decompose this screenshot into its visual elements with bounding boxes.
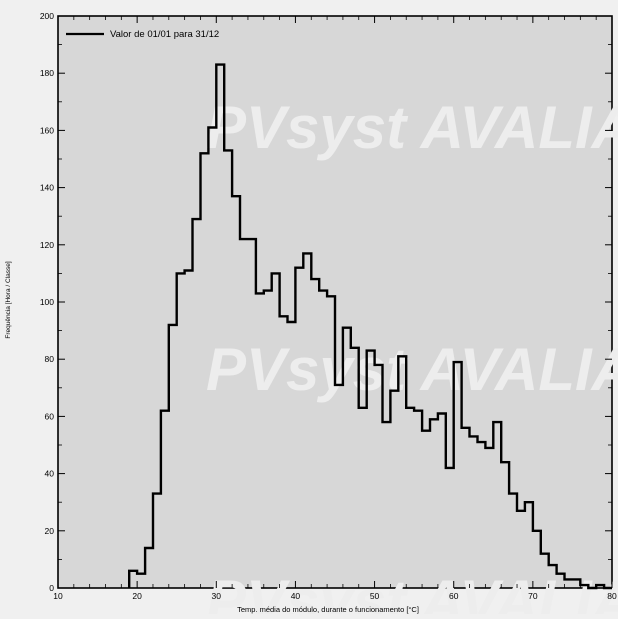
- x-tick-label: 70: [528, 591, 538, 601]
- y-tick-label: 40: [45, 469, 55, 479]
- y-tick-label: 180: [40, 68, 54, 78]
- watermark-text: PVsyst AVALIAÇÃO: [206, 94, 618, 161]
- watermark: PVsyst AVALIAÇÃO PVsyst AVALIAÇÃO PVsyst A…: [206, 94, 618, 619]
- legend-label: Valor de 01/01 para 31/12: [110, 29, 219, 40]
- x-tick-label: 50: [370, 591, 380, 601]
- y-axis-title: Frequência [Hora / Classe]: [5, 261, 12, 339]
- watermark-text: PVsyst AVALIAÇÃO: [206, 336, 618, 403]
- x-tick-label: 30: [212, 591, 222, 601]
- axis-ticks: [57, 15, 613, 589]
- y-tick-label: 120: [40, 240, 54, 250]
- y-tick-label: 60: [45, 411, 55, 421]
- x-tick-label: 80: [607, 591, 617, 601]
- legend: Valor de 01/01 para 31/12: [66, 29, 219, 40]
- x-axis-title: Temp. média do módulo, durante o funcion…: [237, 605, 419, 614]
- x-tick-label: 20: [132, 591, 142, 601]
- y-tick-label: 200: [40, 11, 54, 21]
- y-tick-label: 160: [40, 125, 54, 135]
- y-tick-label: 100: [40, 297, 54, 307]
- y-tick-label: 140: [40, 183, 54, 193]
- y-tick-label: 80: [45, 354, 55, 364]
- tick-labels: 0 20 40 60 80 100 120 140 160 180 200 10 20 30 40 50 60 7…: [40, 11, 617, 601]
- x-tick-label: 60: [449, 591, 459, 601]
- y-tick-label: 0: [49, 583, 54, 593]
- x-tick-label: 40: [291, 591, 301, 601]
- watermark-text: PVsyst AVALIAÇÃO: [206, 568, 618, 614]
- y-tick-label: 20: [45, 526, 55, 536]
- x-tick-label: 10: [53, 591, 63, 601]
- series-line-valor-01-01-31-12: [127, 63, 612, 590]
